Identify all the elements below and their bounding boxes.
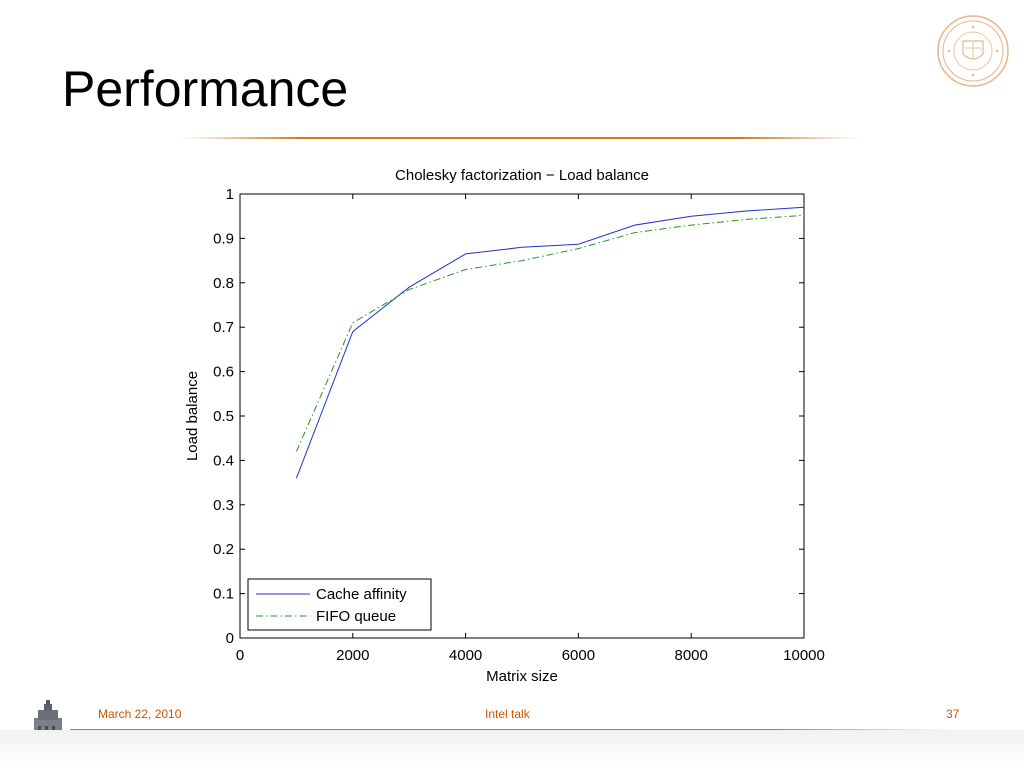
x-tick-label: 8000	[675, 647, 708, 664]
footer-date: March 22, 2010	[98, 707, 182, 721]
footer-talk-title: Intel talk	[485, 707, 530, 721]
chart-title: Cholesky factorization − Load balance	[395, 167, 649, 184]
y-tick-label: 0	[226, 630, 234, 647]
legend-label: FIFO queue	[316, 608, 396, 625]
slide-title: Performance	[62, 61, 349, 117]
y-tick-label: 0.8	[213, 275, 234, 292]
footer-divider	[70, 729, 950, 730]
title-divider	[180, 137, 860, 139]
plot-frame	[239, 193, 805, 639]
y-axis-label: Load balance	[184, 371, 201, 461]
x-tick-label: 6000	[562, 647, 595, 664]
y-tick-label: 0.6	[213, 364, 234, 381]
x-axis-label: Matrix size	[486, 668, 558, 685]
y-tick-label: 1	[226, 186, 234, 203]
y-tick-label: 0.1	[213, 586, 234, 603]
x-tick-label: 10000	[783, 647, 825, 664]
series-line-fifo-queue	[295, 214, 805, 452]
footer-page-number: 37	[946, 707, 960, 721]
x-tick-label: 4000	[449, 647, 482, 664]
load-balance-chart: Cholesky factorization − Load balance 0 2…	[184, 167, 825, 685]
y-tick-label: 0.7	[213, 319, 234, 336]
legend-label: Cache affinity	[316, 586, 407, 603]
university-seal-icon	[937, 15, 1009, 87]
y-tick-label: 0.5	[213, 408, 234, 425]
y-tick-label: 0.9	[213, 230, 234, 247]
x-tick-label: 2000	[336, 647, 369, 664]
y-tick-label: 0.4	[213, 452, 234, 469]
y-tick-label: 0.2	[213, 541, 234, 558]
series-line-cache-affinity	[295, 206, 805, 479]
legend-box	[247, 578, 432, 631]
x-tick-label: 0	[236, 647, 244, 664]
footer-band	[0, 730, 1024, 768]
y-tick-label: 0.3	[213, 497, 234, 514]
